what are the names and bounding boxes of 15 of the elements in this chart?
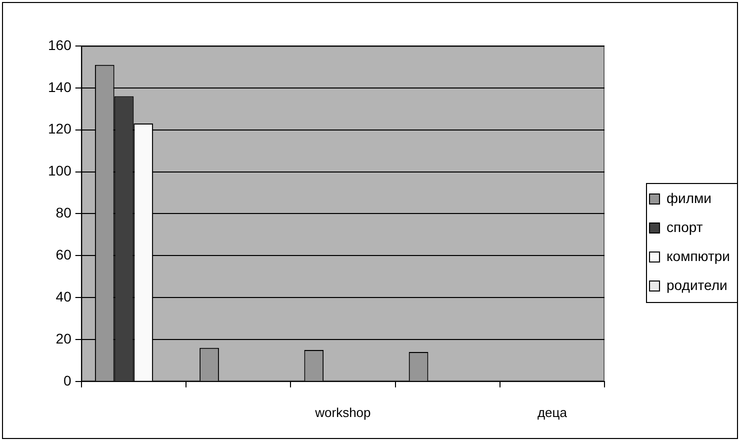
y-tick-label: 60 <box>56 246 72 262</box>
legend-label: филми <box>666 190 712 206</box>
y-tick-label: 100 <box>48 162 72 179</box>
legend-label: компютри <box>666 248 730 264</box>
y-tick-label: 160 <box>48 36 72 53</box>
legend-label: спорт <box>666 218 704 235</box>
y-tick-label: 40 <box>56 288 72 304</box>
x-tick-label: деца <box>537 404 568 420</box>
y-tick-label: 120 <box>48 120 72 137</box>
y-tick-label: 0 <box>64 372 72 388</box>
x-tick-label: workshop <box>314 404 371 420</box>
y-tick-label: 140 <box>48 78 72 95</box>
y-tick-label: 80 <box>56 204 72 221</box>
y-tick-label: 20 <box>56 330 72 346</box>
legend-label: родители <box>666 276 728 293</box>
